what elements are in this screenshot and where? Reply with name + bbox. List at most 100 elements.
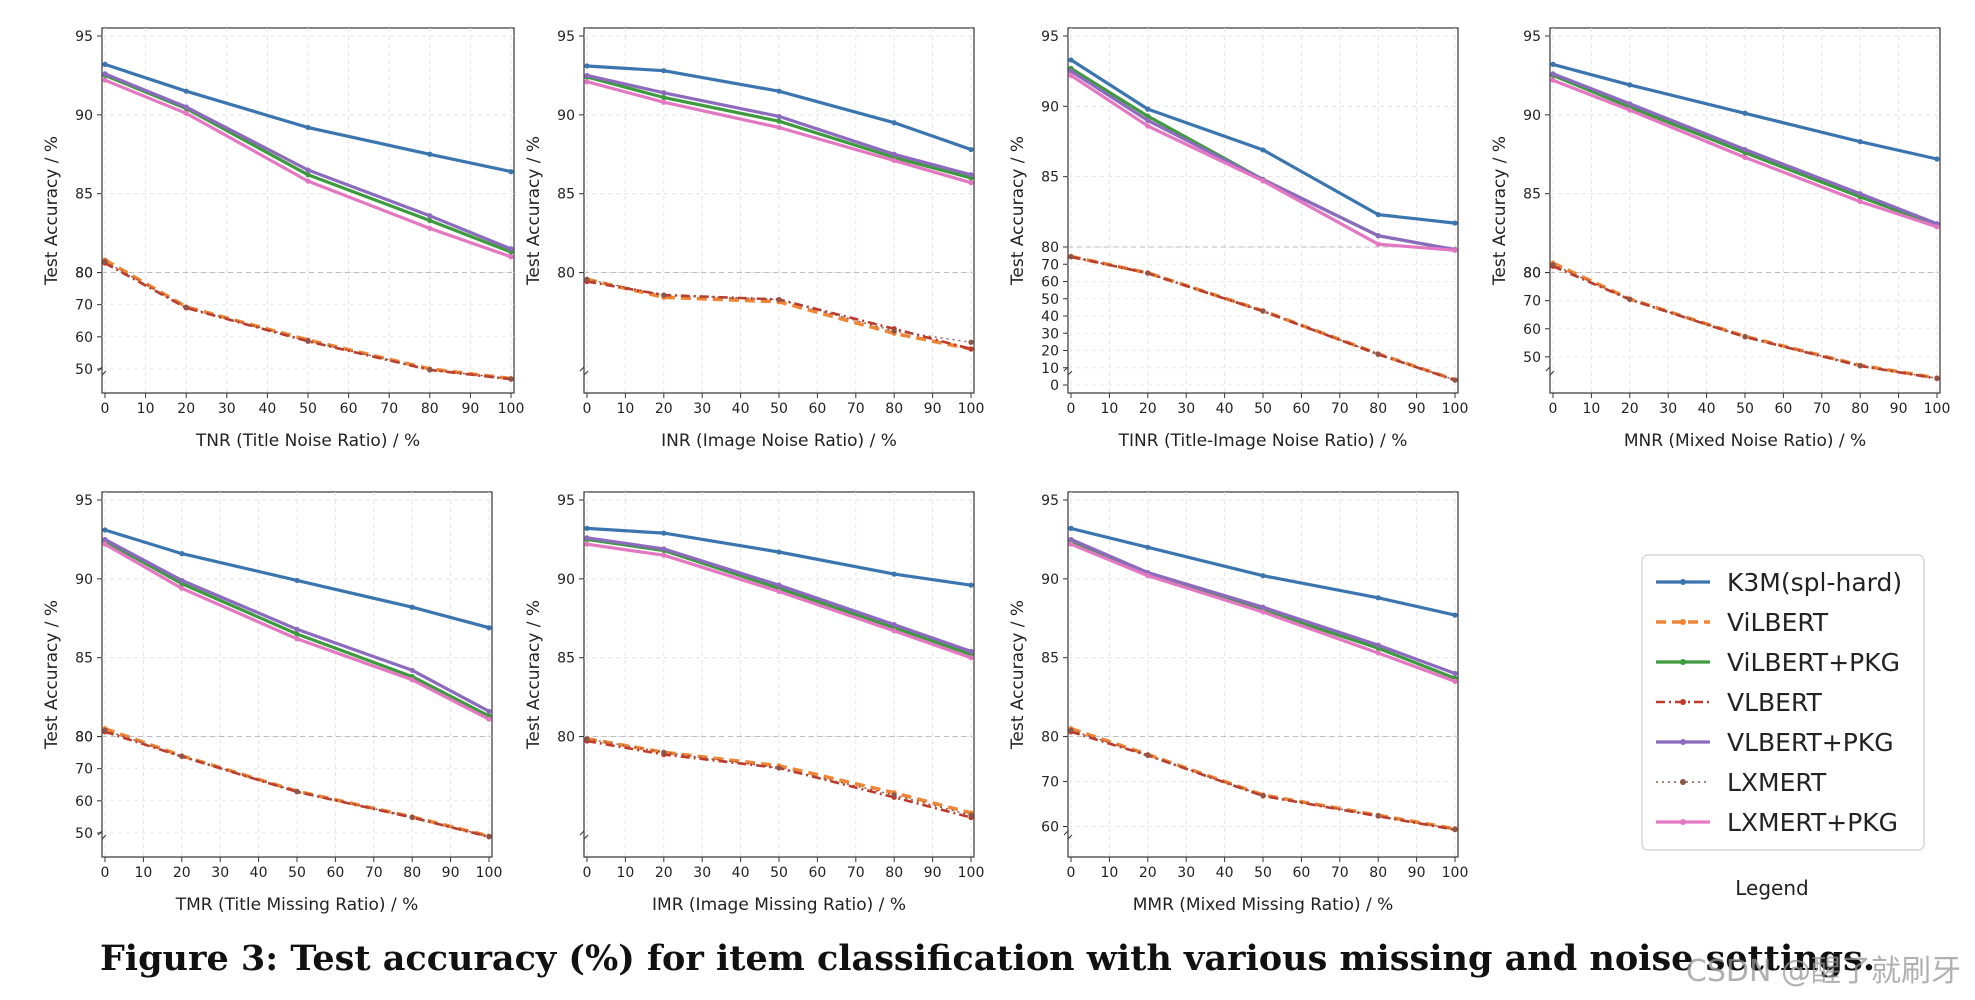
x-tick-label: 60 (326, 865, 344, 881)
series-point (409, 814, 415, 820)
series-point (776, 296, 782, 303)
series-point (1857, 198, 1863, 205)
series-point (968, 648, 974, 654)
axis-break-mark (1063, 829, 1073, 841)
y-tick-label: 80 (557, 730, 575, 746)
series-point (508, 254, 514, 260)
y-tick-label: 85 (75, 187, 93, 203)
chart-panel-4: 0 10 20 30 40 50 60 70 80 90 1008085909550607080MN… (1490, 27, 1950, 451)
legend-entry-label: K3M(spl-hard) (1727, 568, 1902, 597)
y-tick-label: 85 (75, 651, 93, 667)
x-tick-label: 30 (1659, 401, 1677, 417)
series-point (661, 94, 667, 101)
x-tick-label: 60 (1774, 401, 1792, 417)
series-point (183, 104, 189, 110)
y-tick-label: 60 (75, 794, 93, 810)
x-tick-label: 50 (1254, 401, 1272, 417)
legend-entry-label: VLBERT (1727, 688, 1823, 717)
y-tick-label: 80 (1041, 240, 1059, 256)
x-tick-label: 80 (1851, 401, 1869, 417)
series-point (1627, 82, 1633, 88)
y-tick-label: 80 (75, 266, 93, 282)
series-point (1375, 212, 1381, 218)
series-point (891, 571, 897, 577)
series-point (1375, 351, 1381, 357)
y-tick-label: 70 (1041, 775, 1059, 791)
series-point (486, 625, 492, 631)
y-tick-label: 90 (557, 108, 575, 124)
x-tick-label: 90 (924, 401, 942, 417)
x-tick-label: 50 (770, 401, 788, 417)
chart-panel-6: 0 10 20 30 40 50 60 70 80 90 100 80 85 90 95 IMR (Image… (524, 491, 984, 915)
x-tick-label: 20 (655, 865, 673, 881)
x-tick-label: 0 (101, 865, 110, 881)
series-point (1627, 296, 1633, 302)
legend-entry-label: ViLBERT+PKG (1727, 648, 1900, 677)
legend-entry-label: ViLBERT (1727, 608, 1829, 637)
series-point (776, 124, 782, 131)
legend-entry-label: LXMERT+PKG (1727, 808, 1898, 837)
x-tick-label: 90 (924, 865, 942, 881)
series-point (1550, 262, 1556, 268)
y-tick-label: 60 (1523, 322, 1541, 338)
series-point (179, 577, 185, 584)
series-point (508, 376, 514, 382)
y-tick-label: 80 (75, 730, 93, 746)
x-tick-label: 70 (365, 865, 383, 881)
x-tick-label: 60 (808, 865, 826, 881)
series-point (183, 88, 189, 94)
axis-break-mark (97, 365, 107, 377)
x-tick-label: 40 (1698, 401, 1716, 417)
x-tick-label: 10 (137, 401, 155, 417)
y-tick-label: 95 (75, 493, 93, 509)
y-tick-label: 85 (1523, 187, 1541, 203)
x-tick-label: 50 (1254, 865, 1272, 881)
series-point (305, 178, 311, 184)
series-point (1452, 377, 1458, 383)
x-tick-label: 90 (442, 865, 460, 881)
y-tick-label: 50 (1041, 292, 1059, 308)
series-point (1550, 61, 1556, 67)
series-point (427, 217, 433, 224)
y-tick-label: 40 (1041, 309, 1059, 325)
series-point (968, 146, 974, 153)
series-point (891, 151, 897, 157)
series-point (1068, 727, 1074, 733)
series-point (1260, 308, 1266, 314)
y-tick-label: 80 (1523, 266, 1541, 282)
legend-marker (1680, 579, 1686, 585)
x-tick-label: 0 (583, 401, 592, 417)
y-tick-label: 95 (1041, 493, 1059, 509)
x-tick-label: 20 (177, 401, 195, 417)
series-point (305, 172, 311, 178)
y-tick-label: 95 (1041, 29, 1059, 45)
series-line (104, 261, 512, 381)
x-tick-label: 100 (498, 401, 525, 417)
series-point (179, 585, 185, 591)
x-tick-label: 0 (583, 865, 592, 881)
y-tick-label: 60 (1041, 820, 1059, 836)
axis-break-mark (579, 365, 589, 377)
series-point (584, 535, 590, 541)
x-tick-label: 30 (211, 865, 229, 881)
x-tick-label: 70 (847, 865, 865, 881)
x-tick-label: 20 (1139, 865, 1157, 881)
series-point (305, 167, 311, 173)
y-tick-label: 50 (75, 362, 93, 378)
legend-marker (1680, 739, 1686, 745)
series-point (661, 90, 667, 96)
y-tick-label: 80 (75, 730, 93, 746)
y-tick-label: 70 (1523, 294, 1541, 310)
series-point (1260, 604, 1266, 610)
x-tick-label: 80 (421, 401, 439, 417)
series-point (1452, 612, 1458, 618)
y-axis-label: Test Accuracy / % (1008, 600, 1028, 750)
y-tick-label: 60 (1041, 275, 1059, 291)
y-tick-label: 70 (1041, 257, 1059, 273)
series-point (427, 366, 433, 373)
series-point (427, 225, 433, 231)
series-point (968, 339, 974, 345)
series-point (1145, 113, 1151, 119)
legend-title: Legend (1735, 876, 1808, 900)
